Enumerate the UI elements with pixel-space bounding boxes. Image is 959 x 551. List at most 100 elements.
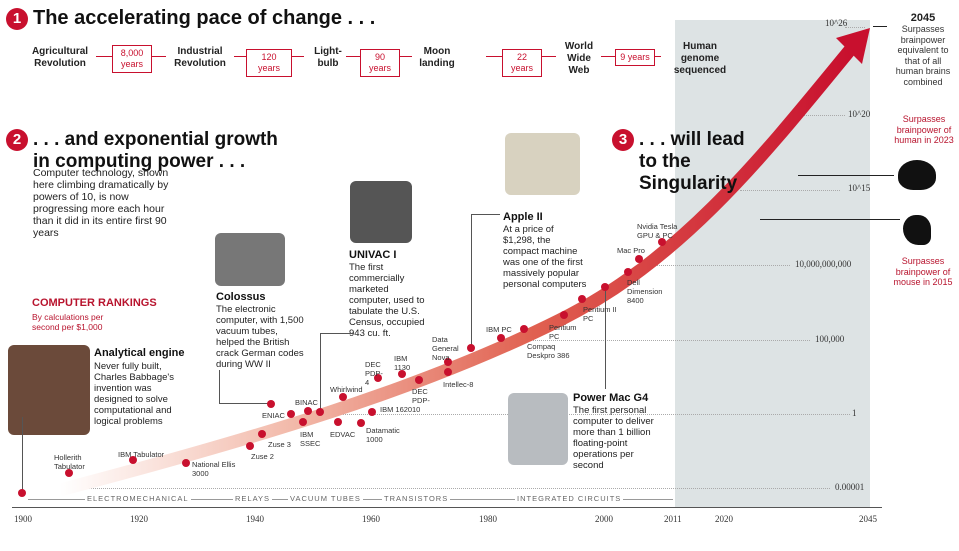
data-point xyxy=(304,407,312,415)
data-point xyxy=(444,358,452,366)
callout-body: The electronic computer, with 1,500 vacu… xyxy=(216,304,304,370)
callout-title: Analytical engine xyxy=(94,347,185,359)
data-point xyxy=(601,283,609,291)
era-label: INTEGRATED CIRCUITS xyxy=(515,494,624,503)
gap-box: 9 years xyxy=(615,49,655,66)
gridline xyxy=(845,27,865,28)
data-point-label: Nvidia Tesla GPU & PC xyxy=(637,222,678,240)
colossus-image xyxy=(215,233,285,286)
y-tick: 10,000,000,000 xyxy=(795,259,852,269)
gap-box: 120 years xyxy=(246,49,292,77)
data-point xyxy=(374,374,382,382)
data-point xyxy=(182,459,190,467)
data-point xyxy=(578,295,586,303)
event: Light-bulb xyxy=(314,46,342,69)
x-tick: 2011 xyxy=(664,514,682,524)
callout-body: The first personal computer to deliver m… xyxy=(573,405,654,471)
data-point xyxy=(560,311,568,319)
callout-title: Colossus xyxy=(216,291,266,303)
step-badge: 3 xyxy=(612,129,634,151)
data-point xyxy=(129,456,137,464)
section3-title-3: Singularity xyxy=(639,173,738,195)
brain-icon xyxy=(898,160,936,190)
step-badge: 1 xyxy=(6,7,28,30)
data-point xyxy=(299,418,307,426)
data-point-label: IBM 1620 xyxy=(380,405,413,414)
data-point xyxy=(65,469,73,477)
data-point xyxy=(357,419,365,427)
event: Moon landing xyxy=(419,46,455,69)
y-tick: 100,000 xyxy=(815,334,845,344)
x-tick: 1920 xyxy=(130,514,148,524)
x-tick: 1960 xyxy=(362,514,380,524)
era-label: VACUUM TUBES xyxy=(288,494,363,503)
milestone-mouse-text: Surpasses brainpower of mouse in 2015 xyxy=(893,256,953,287)
data-point xyxy=(334,418,342,426)
leader-line xyxy=(605,287,606,389)
data-point-label: Datamatic 1000 xyxy=(366,426,400,444)
leader-line xyxy=(320,333,353,412)
data-point xyxy=(415,376,423,384)
event: Industrial Revolution xyxy=(174,46,226,69)
data-point-label: DEC PDP-10 xyxy=(412,387,430,414)
callout-title: Apple II xyxy=(503,211,543,223)
data-point xyxy=(624,268,632,276)
section3-heading: 3. . . will lead to the Singularity xyxy=(612,129,745,195)
data-point-label: BINAC xyxy=(295,398,318,407)
data-point-label: EDVAC xyxy=(330,430,356,439)
leader-line xyxy=(471,214,500,348)
y-tick: 1 xyxy=(852,408,857,418)
data-point-label: IBM Tabulator xyxy=(118,450,165,459)
data-point-label: Compaq Deskpro 386 xyxy=(527,342,570,360)
data-point-label: Intellec-8 xyxy=(443,380,474,389)
section2-title-2: in computing power . . . xyxy=(33,151,246,173)
era-label: RELAYS xyxy=(233,494,273,503)
data-point-label: Mac Pro xyxy=(617,246,645,255)
gridline xyxy=(520,340,810,341)
x-tick: 2045 xyxy=(859,514,877,524)
arrow-left-icon xyxy=(798,175,894,176)
leader-line xyxy=(219,370,273,404)
data-point xyxy=(520,325,528,333)
data-point xyxy=(467,344,475,352)
data-point xyxy=(497,334,505,342)
milestone-2045: 2045 Surpasses brainpower equivalent to … xyxy=(890,12,956,87)
apple-ii-image xyxy=(505,133,580,195)
data-point-label: IBM 1130 xyxy=(394,354,411,372)
section3-title-2: to the xyxy=(639,151,691,173)
event: World Wide Web xyxy=(564,41,594,76)
y-tick: 10^20 xyxy=(848,109,871,119)
era-label: ELECTROMECHANICAL xyxy=(85,494,191,503)
data-point-label: Zuse 3 xyxy=(268,440,291,449)
data-point-label: Pentium II PC xyxy=(583,305,617,323)
gridline xyxy=(640,265,790,266)
data-point-label: Hollerith Tabulator xyxy=(54,453,85,471)
data-point-label: IBM SSEC xyxy=(300,430,321,448)
section2-body: Computer technology, shown here climbing… xyxy=(33,167,169,239)
x-tick: 2000 xyxy=(595,514,613,524)
milestone-human-text: Surpasses brainpower of human in 2023 xyxy=(894,114,954,145)
data-point-label: Dell Dimension 8400 xyxy=(627,278,663,305)
y-tick: 10^26 xyxy=(825,18,848,28)
gap-box: 90 years xyxy=(360,49,400,77)
arrow-left-icon xyxy=(873,26,887,27)
gridline xyxy=(70,488,830,489)
gridline xyxy=(800,115,845,116)
gap-box: 22 years xyxy=(502,49,542,77)
data-point-analytical-engine xyxy=(18,489,26,497)
callout-title: UNIVAC I xyxy=(349,249,397,261)
univac-image xyxy=(350,181,412,243)
section2-heading: 2. . . and exponential growth in computi… xyxy=(6,129,278,173)
callout-body: The first commercially marketed computer… xyxy=(349,262,425,339)
data-point xyxy=(398,370,406,378)
rankings-title: COMPUTER RANKINGS xyxy=(32,297,157,309)
x-axis xyxy=(12,507,882,508)
y-tick: 10^15 xyxy=(848,183,871,193)
section2-title: . . . and exponential growth xyxy=(33,129,278,151)
data-point xyxy=(658,238,666,246)
callout-body: Never fully built, Charles Babbage's inv… xyxy=(94,361,174,427)
callout-body: At a price of $1,298, the compact machin… xyxy=(503,224,587,290)
section1-heading: 1 The accelerating pace of change . . . xyxy=(6,7,375,30)
data-point xyxy=(287,410,295,418)
